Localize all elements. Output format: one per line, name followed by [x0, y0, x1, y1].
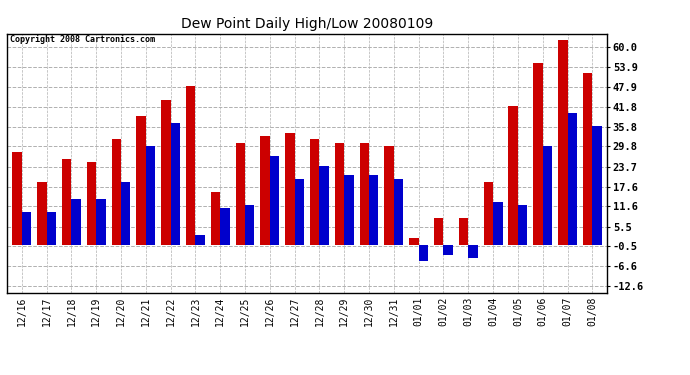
Bar	[419, 245, 428, 261]
Text: Copyright 2008 Cartronics.com: Copyright 2008 Cartronics.com	[10, 35, 155, 44]
Bar	[533, 63, 543, 245]
Bar	[96, 198, 106, 245]
Bar	[220, 209, 230, 245]
Bar	[211, 192, 220, 245]
Bar	[195, 235, 205, 245]
Bar	[319, 166, 329, 245]
Bar	[235, 142, 245, 245]
Bar	[394, 179, 403, 245]
Bar	[22, 212, 31, 245]
Bar	[270, 156, 279, 245]
Bar	[71, 198, 81, 245]
Bar	[260, 136, 270, 245]
Bar	[469, 245, 477, 258]
Bar	[112, 139, 121, 245]
Bar	[170, 123, 180, 245]
Bar	[47, 212, 56, 245]
Bar	[62, 159, 71, 245]
Bar	[137, 116, 146, 245]
Bar	[335, 142, 344, 245]
Bar	[493, 202, 502, 245]
Bar	[359, 142, 369, 245]
Bar	[121, 182, 130, 245]
Bar	[484, 182, 493, 245]
Bar	[444, 245, 453, 255]
Bar	[295, 179, 304, 245]
Bar	[558, 40, 567, 245]
Bar	[146, 146, 155, 245]
Bar	[409, 238, 419, 245]
Bar	[186, 87, 195, 245]
Title: Dew Point Daily High/Low 20080109: Dew Point Daily High/Low 20080109	[181, 17, 433, 31]
Bar	[37, 182, 47, 245]
Bar	[543, 146, 552, 245]
Bar	[518, 205, 527, 245]
Bar	[161, 100, 170, 245]
Bar	[310, 139, 319, 245]
Bar	[592, 126, 602, 245]
Bar	[87, 162, 96, 245]
Bar	[285, 133, 295, 245]
Bar	[344, 176, 354, 245]
Bar	[12, 152, 22, 245]
Bar	[509, 106, 518, 245]
Bar	[567, 113, 577, 245]
Bar	[369, 176, 379, 245]
Bar	[583, 73, 592, 245]
Bar	[384, 146, 394, 245]
Bar	[434, 218, 444, 245]
Bar	[245, 205, 255, 245]
Bar	[459, 218, 469, 245]
